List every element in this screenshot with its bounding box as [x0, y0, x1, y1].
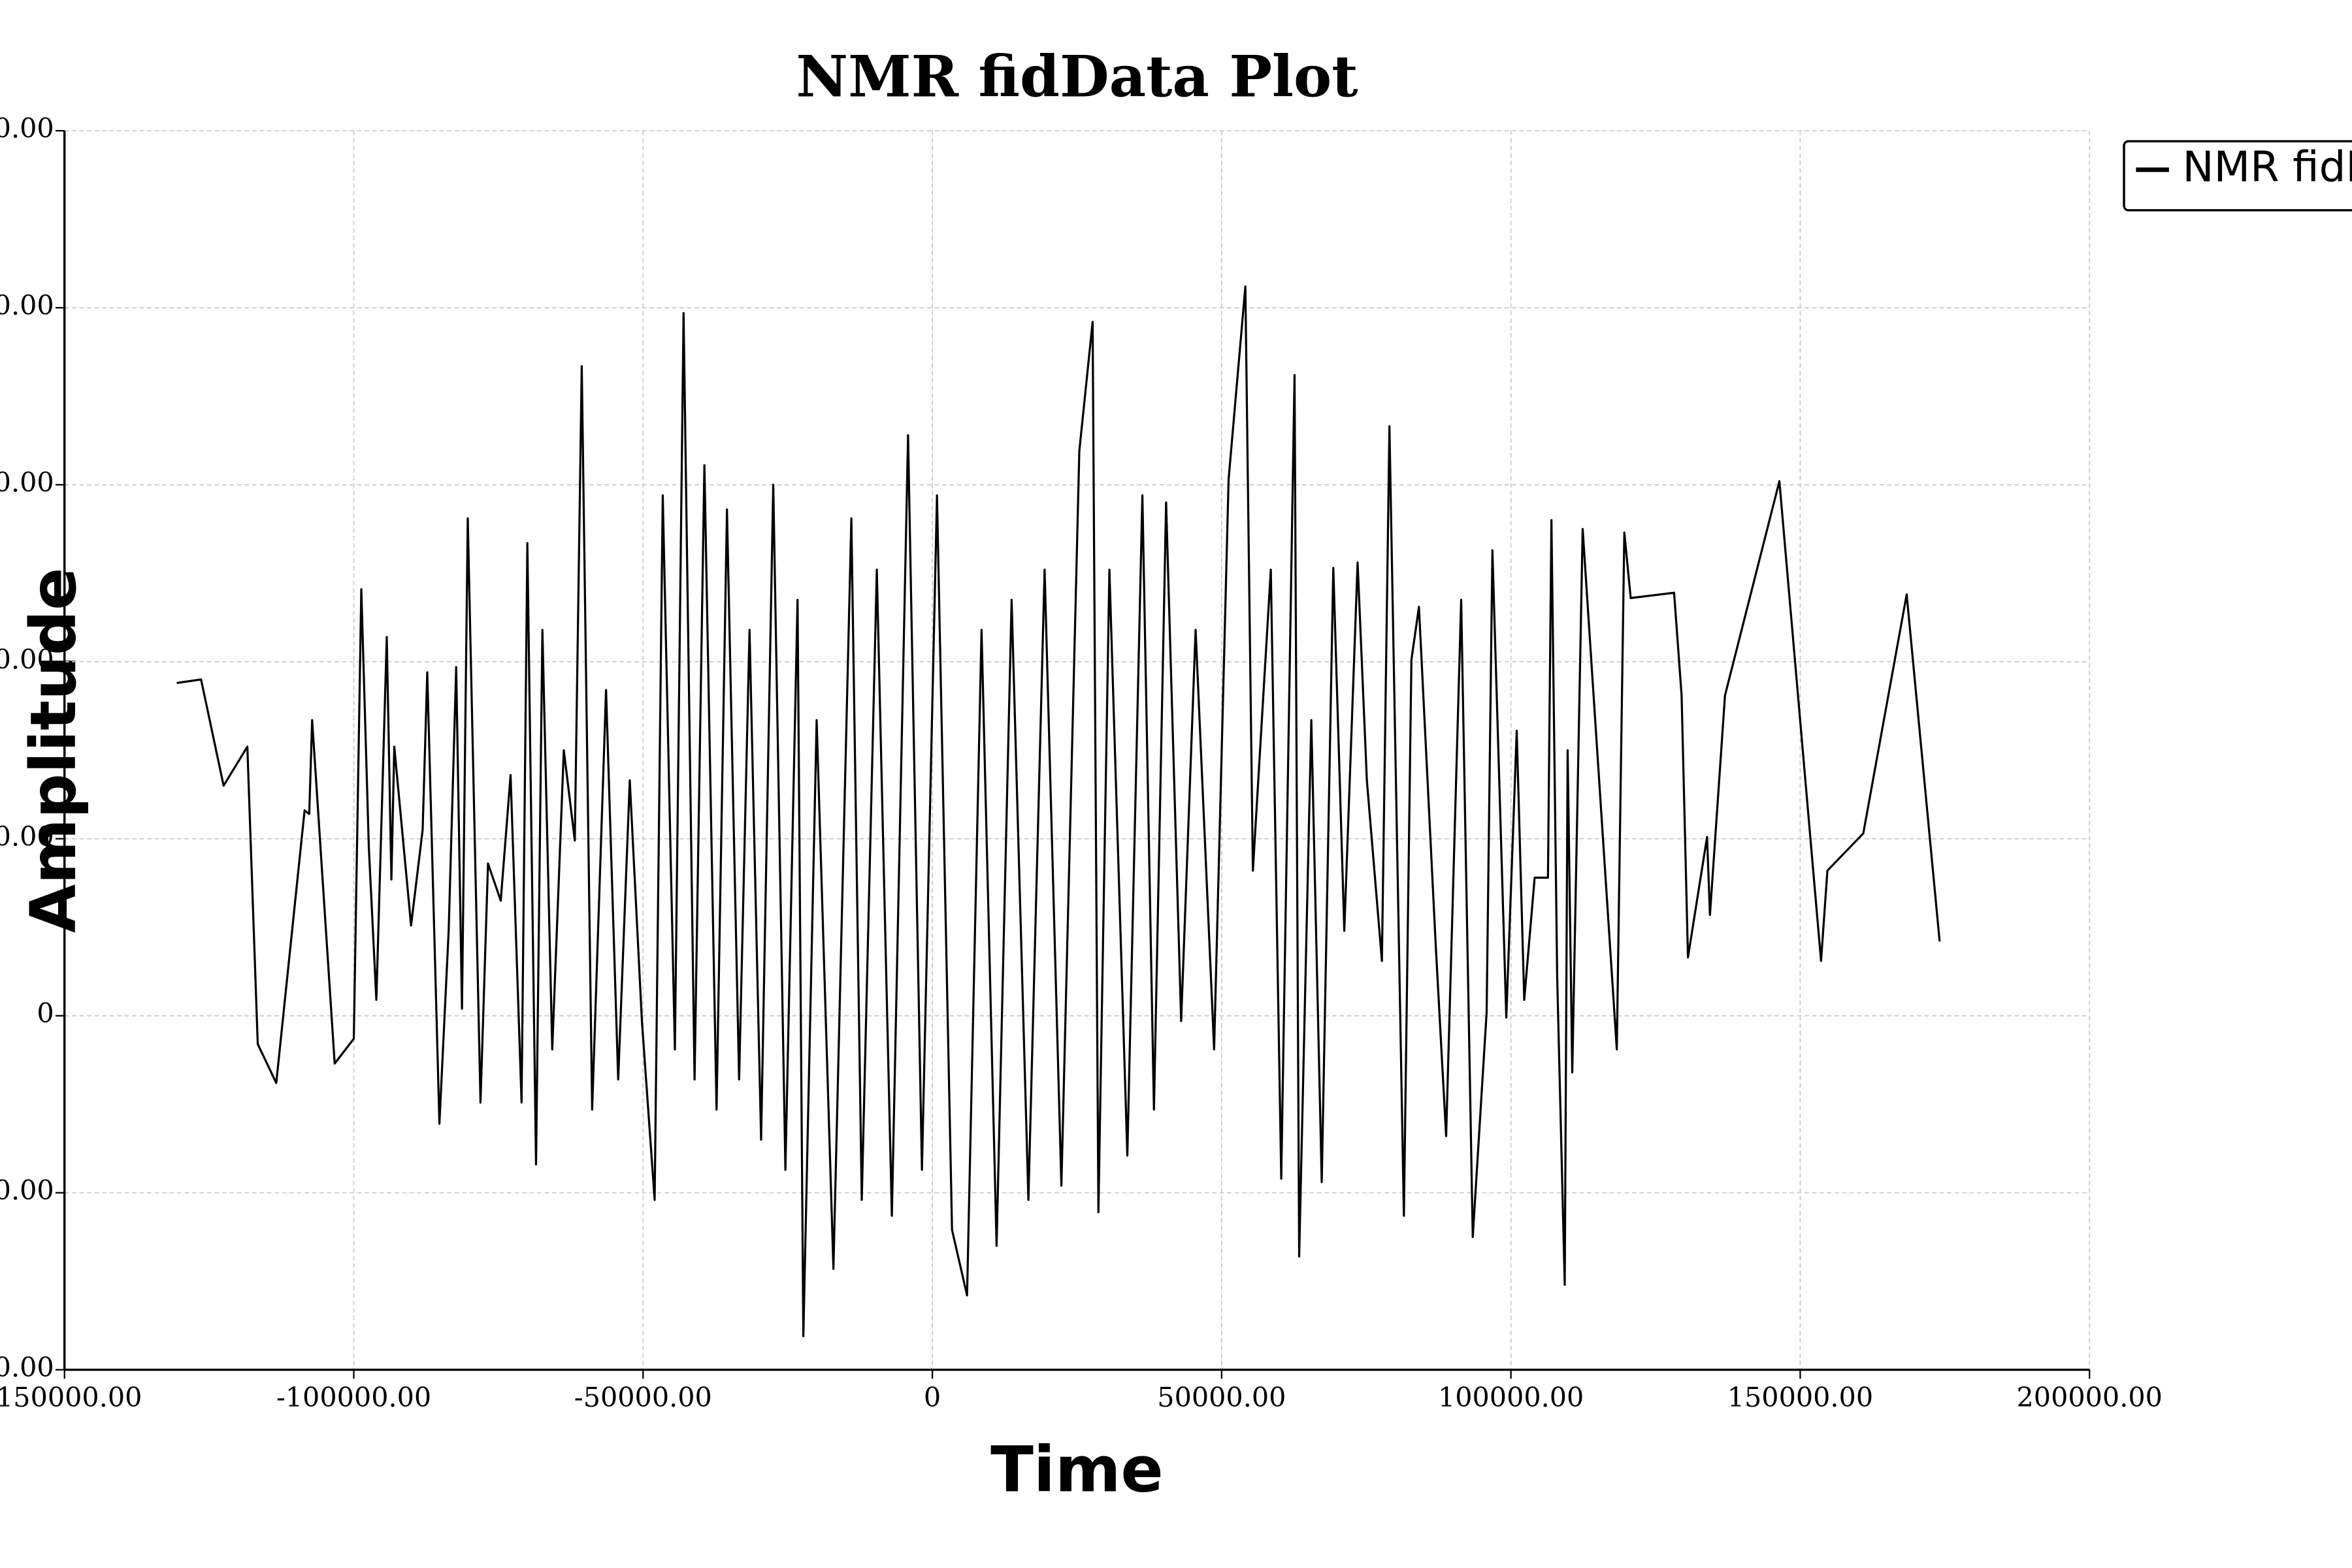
y-tick-label: -2000.00 — [0, 1352, 54, 1383]
legend: NMR fidData — [2123, 140, 2352, 212]
x-tick-label: 50000.00 — [1157, 1382, 1286, 1413]
x-tick-label: 150000.00 — [1727, 1382, 1873, 1413]
x-tick-label: 0 — [924, 1382, 941, 1413]
y-tick-label: 5000.00 — [0, 113, 54, 144]
x-tick-label: -150000.00 — [0, 1382, 142, 1413]
y-tick-label: 2000.00 — [0, 644, 54, 675]
x-tick-label: 200000.00 — [2017, 1382, 2163, 1413]
x-tick-label: -50000.00 — [574, 1382, 712, 1413]
x-tick-label: 100000.00 — [1438, 1382, 1584, 1413]
y-tick-label: 1000.00 — [0, 821, 54, 852]
data-line — [176, 285, 1941, 1337]
y-axis-title: Amplitude — [17, 568, 90, 933]
y-tick-label: -1000.00 — [0, 1175, 54, 1206]
chart-title: NMR fidData Plot — [796, 42, 1358, 110]
legend-label: NMR fidData — [2183, 142, 2352, 191]
x-axis-title: Time — [990, 1433, 1164, 1507]
y-tick-label: 4000.00 — [0, 290, 54, 321]
legend-box — [2123, 140, 2352, 212]
y-tick-label: 3000.00 — [0, 466, 54, 498]
y-tick-label: 0 — [37, 998, 54, 1029]
x-tick-label: -100000.00 — [276, 1382, 431, 1413]
